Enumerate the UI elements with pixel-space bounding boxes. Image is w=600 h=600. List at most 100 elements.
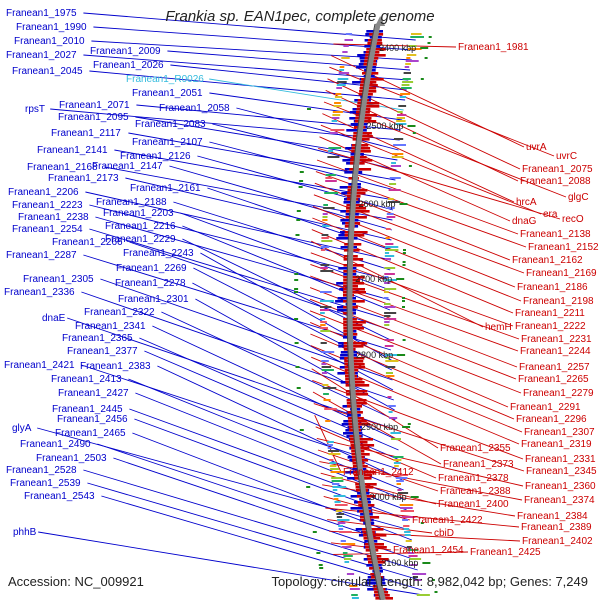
gene-label-left[interactable]: Franean1_2223 xyxy=(12,200,83,211)
gene-label-left[interactable]: Franean1_1975 xyxy=(6,8,77,19)
gene-label-right[interactable]: Franean1_2331 xyxy=(525,454,596,465)
gene-labels[interactable]: Franean1_1975 Franean1_1990 Franean1_2010 F… xyxy=(4,8,599,558)
gene-label-left[interactable]: Franean1_2305 xyxy=(23,274,94,285)
gene-label-right[interactable]: Franean1_2075 xyxy=(522,164,593,175)
gene-label-right[interactable]: Franean1_2257 xyxy=(519,362,590,373)
gene-label-left[interactable]: Franean1_2287 xyxy=(6,250,77,261)
gene-label-left[interactable]: Franean1_2377 xyxy=(67,346,138,357)
gene-label-left[interactable]: Franean1_2117 xyxy=(51,128,121,139)
gene-label-left[interactable]: Franean1_2229 xyxy=(105,234,176,245)
gene-label-right[interactable]: Franean1_2373 xyxy=(443,459,514,470)
gene-label-left[interactable]: Franean1_2445 xyxy=(52,404,123,415)
gene-label-left[interactable]: Franean1_2026 xyxy=(93,60,164,71)
gene-label-left[interactable]: Franean1_2045 xyxy=(12,66,83,77)
gene-label-left[interactable]: glyA xyxy=(12,423,32,434)
gene-label-right[interactable]: Franean1_2198 xyxy=(523,296,594,307)
gene-label-left[interactable]: Franean1_2269 xyxy=(116,263,187,274)
gene-label-left[interactable]: Franean1_2009 xyxy=(90,46,161,57)
gene-label-right[interactable]: Franean1_2422 xyxy=(412,515,483,526)
gene-label-right[interactable]: Franean1_1981 xyxy=(458,42,529,53)
gene-label-left[interactable]: Franean1_2051 xyxy=(132,88,203,99)
gene-label-left[interactable]: Franean1_2365 xyxy=(62,333,133,344)
gene-label-left[interactable]: Franean1_2173 xyxy=(48,173,119,184)
gene-label-right[interactable]: recO xyxy=(562,214,584,225)
gene-label-right[interactable]: Franean1_2378 xyxy=(438,473,509,484)
gene-label-left[interactable]: Franean1_R0026 xyxy=(126,74,204,85)
gene-label-right[interactable]: dnaG xyxy=(512,216,537,227)
gene-label-right[interactable]: Franean1_2319 xyxy=(521,439,592,450)
gene-label-right[interactable]: Franean1_2296 xyxy=(516,414,587,425)
gene-label-left[interactable]: rpsT xyxy=(25,104,45,115)
gene-label-right[interactable]: Franean1_2374 xyxy=(524,495,595,506)
gene-label-right[interactable]: Franean1_2162 xyxy=(512,255,583,266)
gene-label-left[interactable]: Franean1_2141 xyxy=(37,145,108,156)
gene-label-right[interactable]: Franean1_2412 xyxy=(343,467,414,478)
gene-label-right[interactable]: Franean1_2244 xyxy=(520,346,591,357)
gene-label-left[interactable]: Franean1_2543 xyxy=(24,491,95,502)
gene-label-left[interactable]: Franean1_2465 xyxy=(55,428,126,439)
gene-label-left[interactable]: Franean1_2058 xyxy=(159,103,230,114)
gene-label-left[interactable]: Franean1_2161 xyxy=(130,183,201,194)
gene-label-right[interactable]: glgC xyxy=(568,192,589,203)
gene-label-right[interactable]: Franean1_2211 xyxy=(515,308,585,319)
gene-label-left[interactable]: Franean1_2010 xyxy=(14,36,85,47)
gene-label-right[interactable]: Franean1_2388 xyxy=(440,486,511,497)
gene-label-right[interactable]: Franean1_2355 xyxy=(440,443,511,454)
gene-label-left[interactable]: Franean1_2126 xyxy=(120,151,191,162)
gene-label-right[interactable]: Franean1_2307 xyxy=(524,427,595,438)
gene-label-left[interactable]: Franean1_2147 xyxy=(92,161,163,172)
gene-label-right[interactable]: Franean1_2088 xyxy=(520,176,591,187)
gene-label-right[interactable]: Franean1_2265 xyxy=(518,374,589,385)
gene-label-left[interactable]: Franean1_2278 xyxy=(115,278,186,289)
gene-label-left[interactable]: Franean1_2203 xyxy=(103,208,174,219)
gene-label-left[interactable]: Franean1_2243 xyxy=(123,248,194,259)
gene-label-right[interactable]: Franean1_2400 xyxy=(438,499,509,510)
gene-label-left[interactable]: Franean1_2301 xyxy=(118,294,189,305)
gene-label-left[interactable]: Franean1_2503 xyxy=(36,453,107,464)
gene-label-right[interactable]: Franean1_2345 xyxy=(526,466,597,477)
gene-label-left[interactable]: Franean1_2238 xyxy=(18,212,89,223)
gene-label-left[interactable]: Franean1_2071 xyxy=(59,100,130,111)
gene-label-left[interactable]: Franean1_1990 xyxy=(16,22,87,33)
gene-label-right[interactable]: cbiD xyxy=(434,528,454,539)
gene-label-left[interactable]: Franean1_2528 xyxy=(6,465,77,476)
gene-label-left[interactable]: Franean1_2168 xyxy=(27,162,98,173)
gene-label-right[interactable]: Franean1_2169 xyxy=(526,268,597,279)
gene-label-left[interactable]: Franean1_2266 xyxy=(52,237,123,248)
gene-label-left[interactable]: Franean1_2413 xyxy=(51,374,122,385)
gene-label-right[interactable]: Franean1_2291 xyxy=(510,402,581,413)
gene-label-left[interactable]: Franean1_2107 xyxy=(132,137,203,148)
gene-label-left[interactable]: Franean1_2083 xyxy=(135,119,206,130)
gene-label-left[interactable]: Franean1_2341 xyxy=(75,321,146,332)
gene-label-right[interactable]: hrcA xyxy=(516,197,537,208)
gene-label-left[interactable]: Franean1_2095 xyxy=(58,112,129,123)
gene-label-left[interactable]: Franean1_2427 xyxy=(58,388,129,399)
gene-label-right[interactable]: Franean1_2231 xyxy=(521,334,592,345)
gene-label-right[interactable]: Franean1_2454 xyxy=(393,545,464,556)
gene-label-right[interactable]: Franean1_2152 xyxy=(528,242,599,253)
gene-label-right[interactable]: uvrA xyxy=(526,142,547,153)
gene-label-right[interactable]: Franean1_2138 xyxy=(520,229,591,240)
gene-label-left[interactable]: Franean1_2254 xyxy=(12,224,83,235)
gene-label-left[interactable]: dnaE xyxy=(42,313,66,324)
gene-label-left[interactable]: Franean1_2539 xyxy=(10,478,81,489)
gene-label-left[interactable]: Franean1_2490 xyxy=(20,439,91,450)
gene-label-right[interactable]: Franean1_2425 xyxy=(470,547,541,558)
gene-label-right[interactable]: Franean1_2279 xyxy=(523,388,594,399)
gene-label-left[interactable]: Franean1_2188 xyxy=(96,197,167,208)
gene-label-left[interactable]: Franean1_2336 xyxy=(4,287,75,298)
gene-label-left[interactable]: Franean1_2421 xyxy=(4,360,75,371)
gene-label-right[interactable]: Franean1_2186 xyxy=(517,282,588,293)
gene-label-left[interactable]: Franean1_2383 xyxy=(80,361,151,372)
gene-label-right[interactable]: hemH xyxy=(485,322,512,333)
gene-label-left[interactable]: Franean1_2456 xyxy=(57,414,128,425)
gene-label-left[interactable]: phhB xyxy=(13,527,37,538)
gene-label-right[interactable]: Franean1_2360 xyxy=(525,481,596,492)
gene-label-right[interactable]: Franean1_2222 xyxy=(515,321,586,332)
gene-label-left[interactable]: Franean1_2322 xyxy=(84,307,155,318)
gene-label-right[interactable]: Franean1_2384 xyxy=(517,511,588,522)
gene-label-right[interactable]: era xyxy=(543,209,558,220)
gene-label-right[interactable]: Franean1_2389 xyxy=(521,522,592,533)
gene-label-right[interactable]: uvrC xyxy=(556,151,577,162)
gene-label-left[interactable]: Franean1_2216 xyxy=(105,221,176,232)
